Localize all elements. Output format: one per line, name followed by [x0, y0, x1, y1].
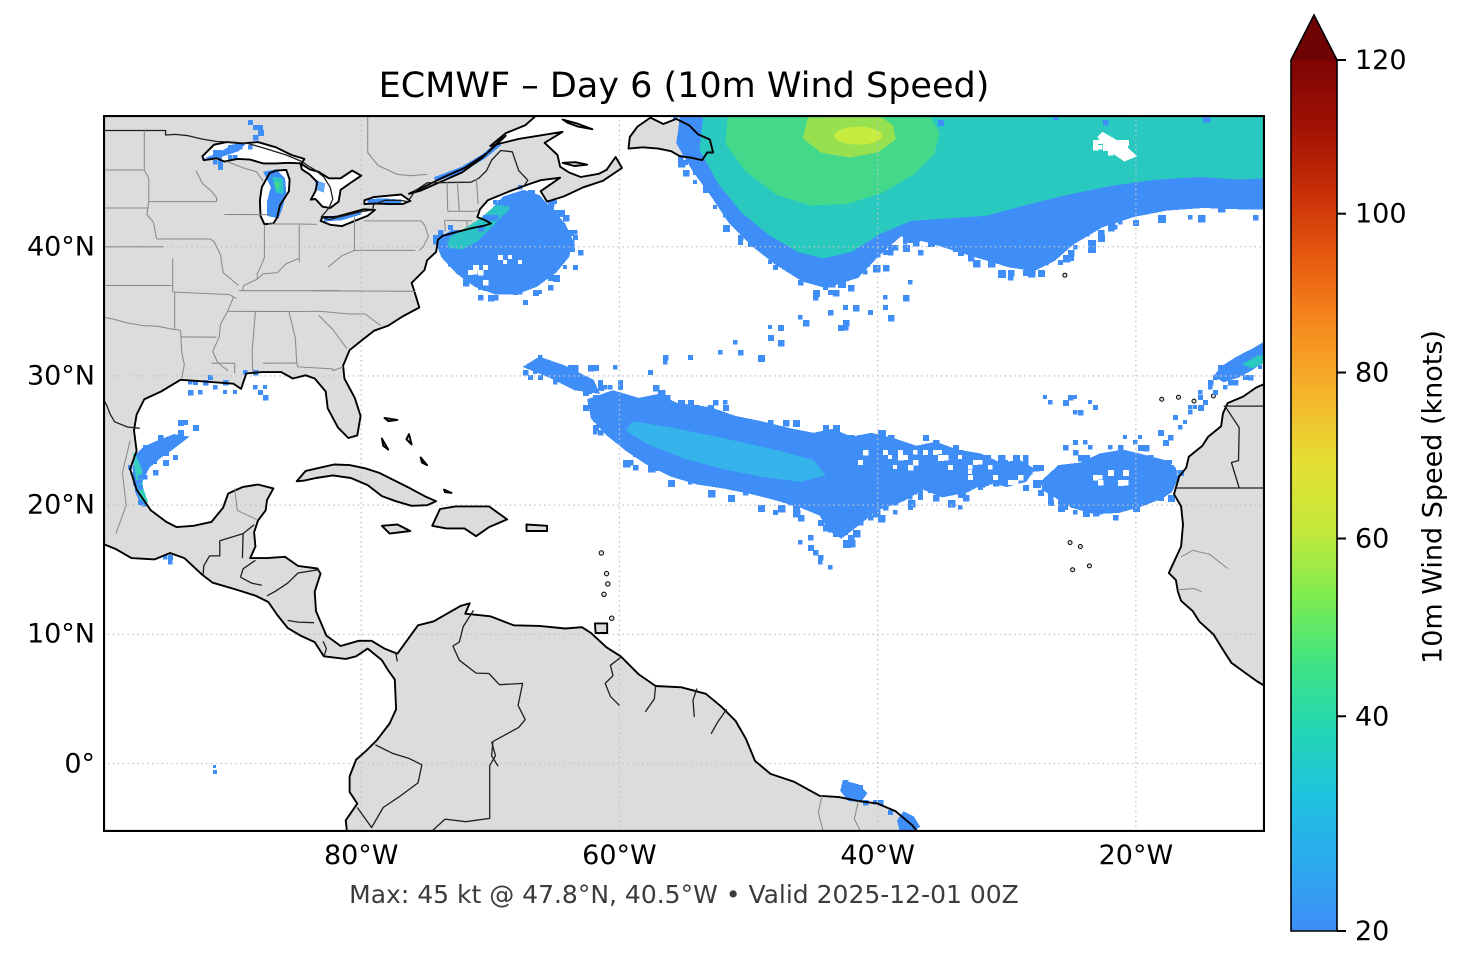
colorbar-extend-arrow — [1291, 15, 1337, 60]
colorbar-tick-label: 100 — [1355, 199, 1407, 230]
lat-tick-label: 40°N — [26, 231, 95, 263]
lon-tick-label: 60°W — [582, 840, 657, 871]
colorbar-tick-label: 20 — [1355, 916, 1389, 947]
colorbar-gradient: 20 40 60 80 100 120 — [1290, 13, 1407, 947]
lon-tick-label: 40°W — [840, 840, 915, 871]
colorbar: 20 40 60 80 100 120 — [1275, 10, 1466, 955]
lat-tick-label: 30°N — [26, 360, 95, 392]
lat-tick-label: 20°N — [26, 489, 95, 521]
colorbar-tick-label: 60 — [1355, 524, 1389, 555]
figure-title: ECMWF – Day 6 (10m Wind Speed) — [378, 66, 990, 106]
atlantic-wind-map — [103, 115, 1265, 832]
colorbar-tick-label: 120 — [1355, 45, 1407, 76]
map-plot-area — [103, 115, 1265, 832]
lon-tick-label: 20°W — [1098, 840, 1174, 871]
lon-tick-label: 80°W — [323, 840, 399, 871]
lat-tick-label: 10°N — [26, 618, 95, 650]
lat-tick-label: 0° — [64, 748, 95, 780]
colorbar-tick-label: 80 — [1355, 358, 1389, 389]
colorbar-tick-label: 40 — [1355, 701, 1389, 732]
colorbar-label: 10m Wind Speed (knots) — [1417, 330, 1449, 664]
figure-caption: Max: 45 kt @ 47.8°N, 40.5°W • Valid 2025… — [349, 880, 1019, 909]
